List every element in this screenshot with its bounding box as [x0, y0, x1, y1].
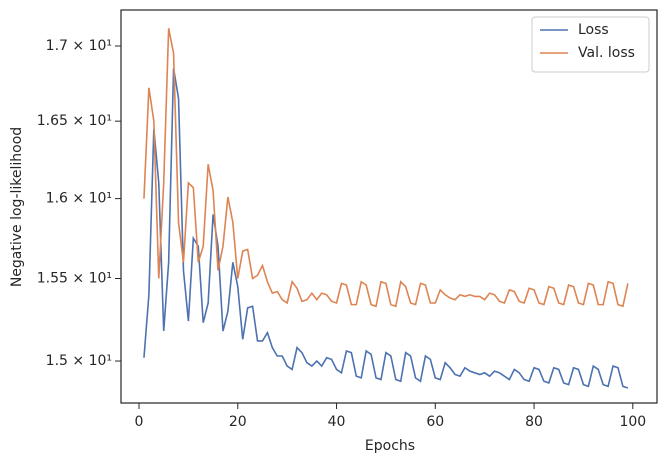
line-series	[143, 68, 629, 389]
y-tick-label: 1.65 × 10¹	[37, 113, 112, 129]
y-tick-label: 1.7 × 10¹	[46, 38, 112, 54]
x-axis-label: Epochs	[365, 438, 415, 454]
y-axis-label: Negative log-likelihood	[9, 127, 25, 287]
x-tick-label: 60	[426, 414, 444, 430]
y-tick-label: 1.6 × 10¹	[46, 191, 112, 207]
x-tick-label: 0	[135, 414, 144, 430]
x-tick-label: 100	[619, 414, 646, 430]
legend-label: Loss	[578, 22, 609, 38]
y-tick-label: 1.5 × 10¹	[46, 353, 112, 369]
x-tick-label: 20	[229, 414, 247, 430]
x-tick-label: 80	[525, 414, 543, 430]
line-series	[143, 28, 629, 308]
y-tick-label: 1.55 × 10¹	[37, 271, 112, 287]
x-tick-label: 40	[328, 414, 346, 430]
plot-frame	[120, 9, 658, 404]
legend-label: Val. loss	[578, 45, 635, 61]
